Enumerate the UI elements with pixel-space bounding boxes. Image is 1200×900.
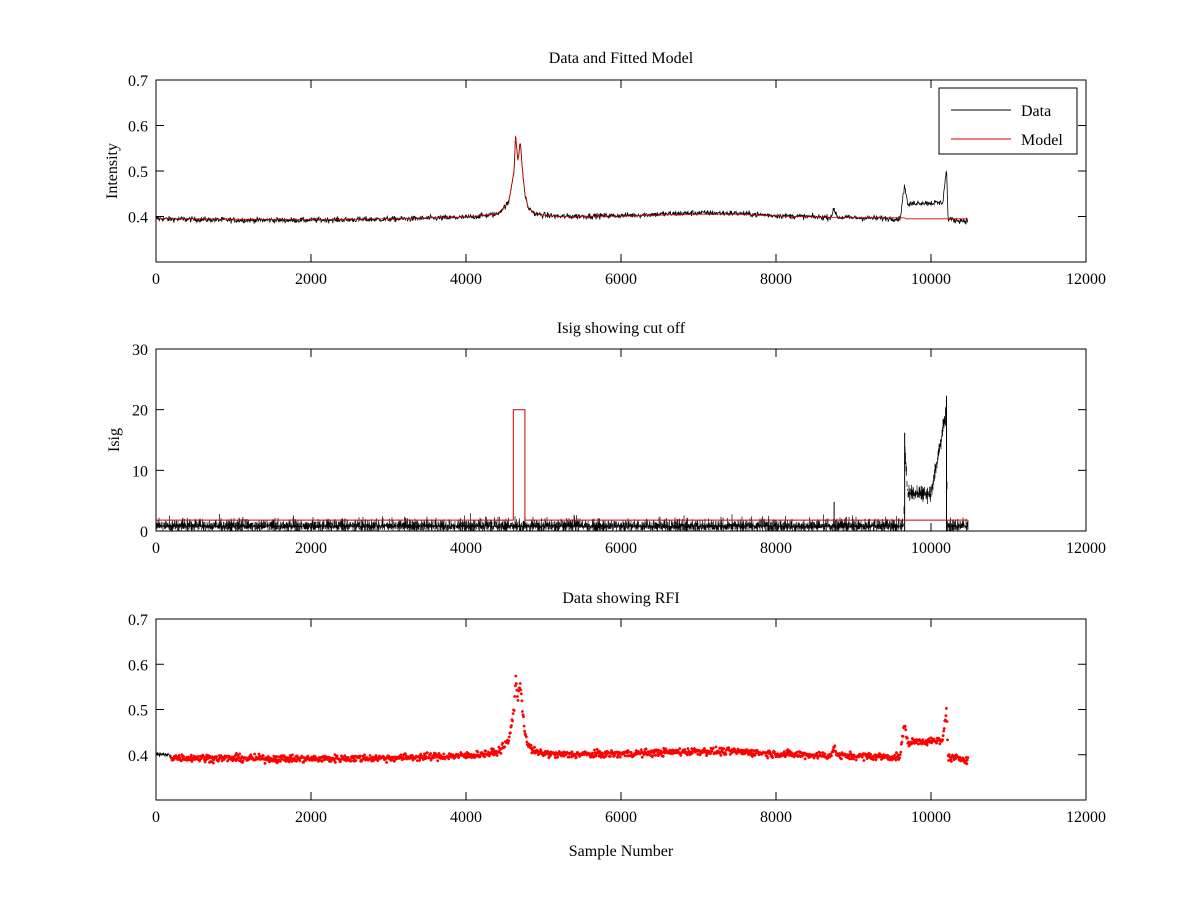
y-tick-label: 0.4 <box>128 748 148 765</box>
series-model <box>156 135 968 221</box>
x-tick-label: 0 <box>152 540 160 557</box>
y-tick-label: 0.7 <box>128 612 148 629</box>
x-tick-label: 8000 <box>760 809 792 826</box>
series-cut-off <box>156 409 969 521</box>
panel-1-legend: Data Model <box>938 87 1078 155</box>
panel-3: Data showing RFI 0 2000 4000 6000 8000 10000 1… <box>128 590 1106 860</box>
panel-3-xlabel: Sample Number <box>569 843 674 860</box>
panel-2-axes-box <box>155 348 1087 532</box>
y-tick-label: 0.5 <box>128 164 148 181</box>
y-tick-label: 0.6 <box>128 657 148 674</box>
y-tick-label: 0.6 <box>128 119 148 136</box>
x-tick-label: 0 <box>152 809 160 826</box>
x-tick-label: 4000 <box>450 540 482 557</box>
panel-1-axes-box <box>155 79 1087 263</box>
x-tick-label: 2000 <box>295 271 327 288</box>
y-tick-label: 30 <box>132 342 148 359</box>
panel-3-ticks: 0 2000 4000 6000 8000 10000 12000 0.4 0.5 0.6 0.7 <box>128 612 1106 826</box>
series-rfi <box>170 674 970 766</box>
x-tick-label: 2000 <box>295 809 327 826</box>
x-tick-label: 4000 <box>450 271 482 288</box>
panel-1-plot <box>155 135 969 225</box>
y-tick-label: 0.4 <box>128 210 148 227</box>
x-tick-label: 6000 <box>605 540 637 557</box>
y-tick-label: 0.5 <box>128 703 148 720</box>
legend-box <box>938 87 1078 155</box>
panel-3-title: Data showing RFI <box>562 590 679 607</box>
x-tick-label: 10000 <box>911 540 951 557</box>
panel-3-axes-box <box>155 618 1087 801</box>
x-tick-label: 2000 <box>295 540 327 557</box>
x-tick-label: 10000 <box>911 809 951 826</box>
y-tick-label: 20 <box>132 403 148 420</box>
y-tick-label: 0.7 <box>128 73 148 90</box>
y-tick-label: 0 <box>140 524 148 541</box>
panel-2: Isig showing cut off Isig 0 2000 4000 6000 8… <box>106 320 1106 557</box>
panel-1-ylabel: Intensity <box>104 143 121 199</box>
x-tick-label: 8000 <box>760 540 792 557</box>
x-tick-label: 12000 <box>1066 809 1106 826</box>
panel-1-ticks: 0 2000 4000 6000 8000 10000 12000 0.4 0.5 0.6 0.7 <box>128 73 1106 288</box>
x-tick-label: 6000 <box>605 271 637 288</box>
x-tick-label: 10000 <box>911 271 951 288</box>
panel-2-title: Isig showing cut off <box>557 320 686 337</box>
x-tick-label: 4000 <box>450 809 482 826</box>
legend-data-label: Data <box>1021 103 1051 120</box>
x-tick-label: 0 <box>152 271 160 288</box>
y-tick-label: 10 <box>132 463 148 480</box>
x-tick-label: 6000 <box>605 809 637 826</box>
x-tick-label: 12000 <box>1066 540 1106 557</box>
panel-2-ylabel: Isig <box>106 428 123 452</box>
x-tick-label: 8000 <box>760 271 792 288</box>
x-tick-label: 12000 <box>1066 271 1106 288</box>
panel-2-ticks: 0 2000 4000 6000 8000 10000 12000 0 10 20 30 <box>132 342 1106 557</box>
panel-1-title: Data and Fitted Model <box>549 50 694 67</box>
legend-model-label: Model <box>1021 132 1063 149</box>
panel-1: Data and Fitted Model Intensity 0 2000 400… <box>104 50 1106 288</box>
